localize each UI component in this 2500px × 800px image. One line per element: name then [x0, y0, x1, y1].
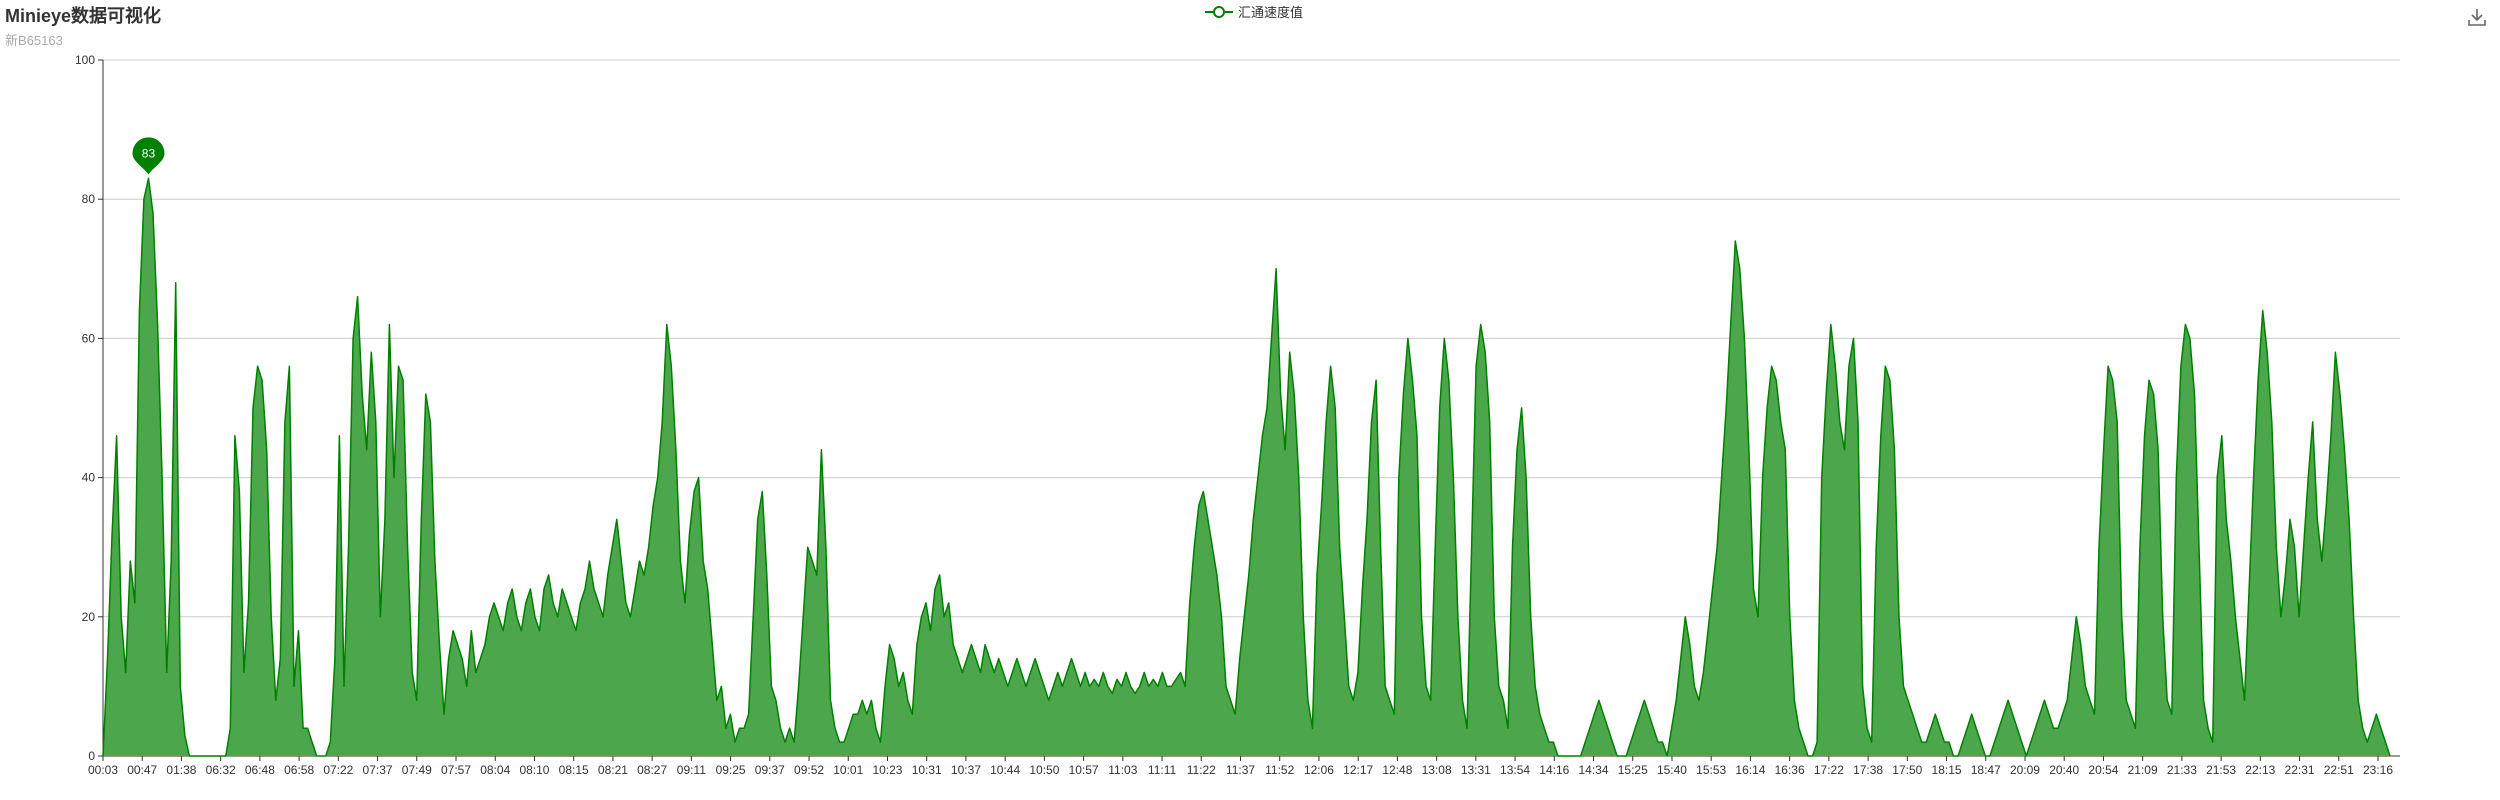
x-tick-label: 06:58 — [284, 763, 314, 777]
x-tick-label: 10:57 — [1069, 763, 1099, 777]
x-tick-label: 07:49 — [402, 763, 432, 777]
x-tick-label: 11:37 — [1226, 763, 1255, 777]
x-tick-label: 17:50 — [1892, 763, 1922, 777]
x-tick-label: 23:16 — [2363, 763, 2393, 777]
x-tick-label: 20:54 — [2088, 763, 2118, 777]
x-tick-label: 17:22 — [1814, 763, 1844, 777]
max-value-marker: 83 — [132, 137, 165, 175]
x-tick-label: 21:09 — [2128, 763, 2158, 777]
x-tick-label: 20:09 — [2010, 763, 2040, 777]
chart-subtitle: 新B65163 — [5, 33, 63, 48]
y-tick-label: 100 — [75, 53, 95, 67]
x-tick-label: 08:21 — [598, 763, 628, 777]
x-tick-label: 09:37 — [755, 763, 785, 777]
series-line — [102, 177, 2391, 757]
x-tick-label: 21:33 — [2167, 763, 2197, 777]
y-tick-label: 60 — [82, 331, 96, 345]
x-tick-label: 08:10 — [519, 763, 549, 777]
x-tick-label: 14:34 — [1579, 763, 1609, 777]
x-tick-label: 22:13 — [2245, 763, 2275, 777]
x-tick-label: 20:40 — [2049, 763, 2079, 777]
x-tick-label: 14:16 — [1539, 763, 1569, 777]
x-tick-label: 12:17 — [1343, 763, 1373, 777]
x-tick-label: 08:27 — [637, 763, 667, 777]
x-tick-label: 10:31 — [912, 763, 942, 777]
x-tick-label: 13:31 — [1461, 763, 1491, 777]
max-value-label: 83 — [142, 146, 156, 160]
x-tick-label: 16:14 — [1735, 763, 1765, 777]
x-tick-label: 10:01 — [833, 763, 863, 777]
x-tick-label: 08:15 — [559, 763, 589, 777]
x-tick-label: 09:52 — [794, 763, 824, 777]
x-tick-label: 11:52 — [1265, 763, 1294, 777]
x-tick-label: 01:38 — [166, 763, 196, 777]
x-tick-label: 13:08 — [1422, 763, 1452, 777]
x-tick-label: 18:47 — [1971, 763, 2001, 777]
chart-title: Minieye数据可视化 — [5, 6, 162, 26]
x-tick-label: 10:44 — [990, 763, 1020, 777]
x-tick-label: 15:40 — [1657, 763, 1687, 777]
x-tick-label: 09:11 — [677, 763, 706, 777]
x-tick-label: 10:50 — [1029, 763, 1059, 777]
download-icon[interactable] — [2466, 6, 2488, 28]
x-tick-label: 15:53 — [1696, 763, 1726, 777]
x-tick-label: 00:03 — [88, 763, 118, 777]
x-tick-label: 10:23 — [872, 763, 902, 777]
x-tick-label: 22:31 — [2285, 763, 2315, 777]
x-tick-label: 07:22 — [323, 763, 353, 777]
x-tick-label: 11:22 — [1187, 763, 1216, 777]
x-tick-label: 11:03 — [1108, 763, 1137, 777]
x-tick-label: 07:57 — [441, 763, 471, 777]
x-tick-label: 06:48 — [245, 763, 275, 777]
x-tick-label: 12:48 — [1382, 763, 1412, 777]
x-tick-label: 09:25 — [716, 763, 746, 777]
series-area — [103, 178, 2390, 757]
x-tick-label: 18:15 — [1932, 763, 1962, 777]
y-tick-label: 0 — [88, 749, 95, 763]
y-tick-label: 20 — [82, 610, 96, 624]
x-tick-label: 11:11 — [1148, 763, 1177, 777]
x-tick-label: 22:51 — [2324, 763, 2354, 777]
x-tick-label: 15:25 — [1618, 763, 1648, 777]
x-tick-label: 17:38 — [1853, 763, 1883, 777]
x-tick-label: 13:54 — [1500, 763, 1530, 777]
legend-series-label: 汇通速度值 — [1238, 5, 1304, 20]
legend[interactable]: 汇通速度值 — [1205, 2, 1303, 21]
x-tick-label: 10:37 — [951, 763, 981, 777]
x-tick-label: 12:06 — [1304, 763, 1334, 777]
x-tick-label: 16:36 — [1775, 763, 1805, 777]
x-tick-label: 00:47 — [127, 763, 157, 777]
x-tick-label: 07:37 — [363, 763, 393, 777]
x-tick-label: 21:53 — [2206, 763, 2236, 777]
legend-series-marker — [1205, 5, 1233, 19]
x-tick-label: 06:32 — [206, 763, 236, 777]
y-tick-label: 80 — [82, 192, 96, 206]
x-tick-label: 08:04 — [480, 763, 510, 777]
y-tick-label: 40 — [82, 471, 96, 485]
